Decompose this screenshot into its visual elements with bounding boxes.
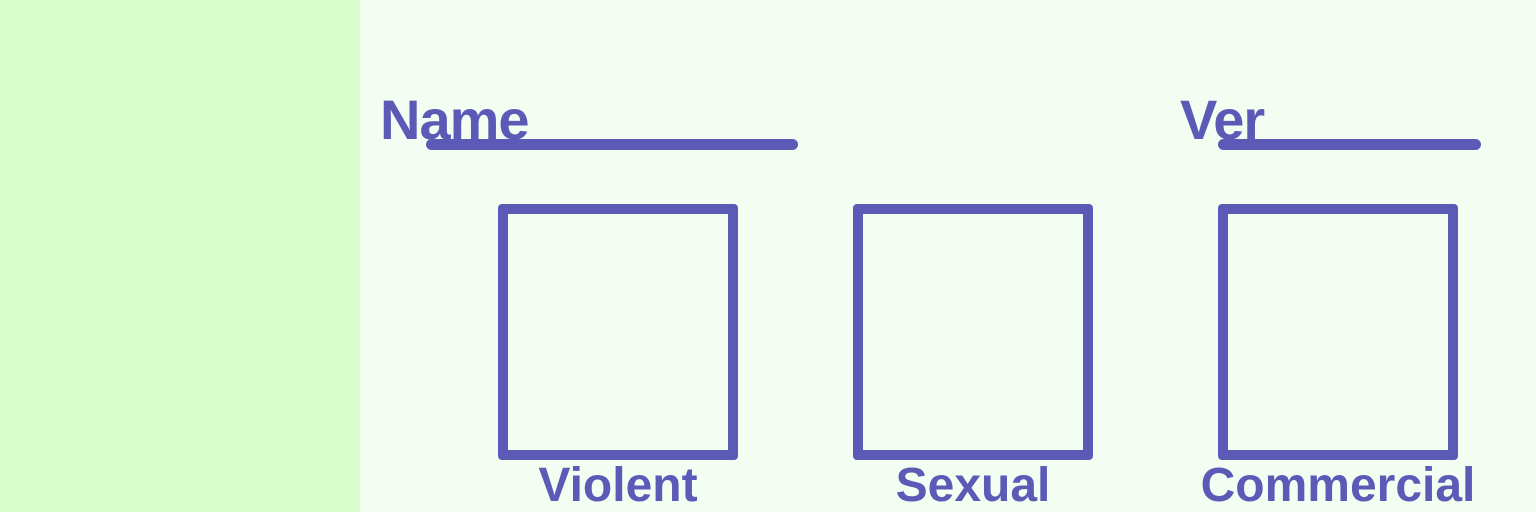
left-panel [0,0,360,512]
name-field[interactable] [426,139,798,150]
commercial-checkbox[interactable] [1218,204,1458,460]
sexual-checkbox[interactable] [853,204,1093,460]
violent-label: Violent [538,459,698,512]
commercial-label: Commercial [1200,459,1476,512]
violent-checkbox[interactable] [498,204,738,460]
sexual-label: Sexual [895,459,1051,512]
version-field[interactable] [1218,139,1481,150]
